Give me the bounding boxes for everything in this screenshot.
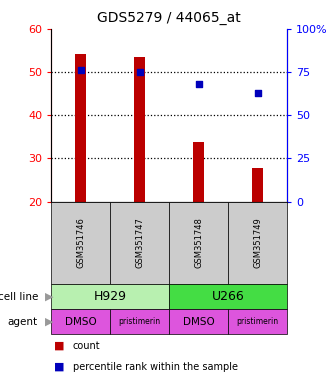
Point — [255, 90, 260, 96]
Text: pristimerin: pristimerin — [237, 317, 279, 326]
Bar — [134, 57, 145, 202]
Point — [137, 69, 142, 75]
Point — [78, 67, 83, 73]
Text: GSM351746: GSM351746 — [76, 217, 85, 268]
Text: H929: H929 — [94, 290, 127, 303]
Point — [196, 81, 201, 87]
Text: ▶: ▶ — [45, 291, 54, 302]
Text: DMSO: DMSO — [65, 316, 96, 327]
Text: ■: ■ — [54, 341, 65, 351]
Title: GDS5279 / 44065_at: GDS5279 / 44065_at — [97, 11, 241, 25]
Text: DMSO: DMSO — [183, 316, 214, 327]
Text: count: count — [73, 341, 100, 351]
Text: GSM351747: GSM351747 — [135, 217, 144, 268]
Text: cell line: cell line — [0, 291, 38, 302]
Text: agent: agent — [8, 316, 38, 327]
Bar — [252, 168, 263, 202]
Text: ■: ■ — [54, 362, 65, 372]
Text: GSM351748: GSM351748 — [194, 217, 203, 268]
Text: ▶: ▶ — [45, 316, 54, 327]
Bar — [193, 142, 204, 202]
Text: percentile rank within the sample: percentile rank within the sample — [73, 362, 238, 372]
Text: pristimerin: pristimerin — [118, 317, 161, 326]
Bar — [75, 54, 86, 202]
Text: U266: U266 — [212, 290, 245, 303]
Text: GSM351749: GSM351749 — [253, 217, 262, 268]
